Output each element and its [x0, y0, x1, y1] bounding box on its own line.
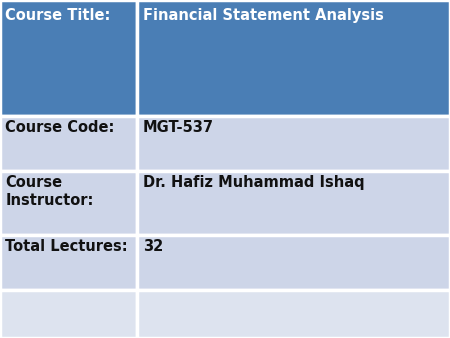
- Text: Financial Statement Analysis: Financial Statement Analysis: [143, 8, 383, 23]
- Bar: [0, 290, 137, 338]
- Text: MGT-537: MGT-537: [143, 120, 214, 135]
- Text: Course
Instructor:: Course Instructor:: [5, 175, 94, 208]
- Bar: [137, 0, 450, 116]
- Bar: [137, 236, 450, 290]
- Text: Course Title:: Course Title:: [5, 8, 111, 23]
- Bar: [0, 236, 137, 290]
- Text: Dr. Hafiz Muhammad Ishaq: Dr. Hafiz Muhammad Ishaq: [143, 175, 364, 190]
- Bar: [0, 0, 137, 116]
- Text: 32: 32: [143, 239, 163, 254]
- Bar: [0, 116, 137, 171]
- Text: Total Lectures:: Total Lectures:: [5, 239, 128, 254]
- Text: Course Code:: Course Code:: [5, 120, 115, 135]
- Bar: [137, 290, 450, 338]
- Bar: [137, 171, 450, 236]
- Bar: [137, 116, 450, 171]
- Bar: [0, 171, 137, 236]
